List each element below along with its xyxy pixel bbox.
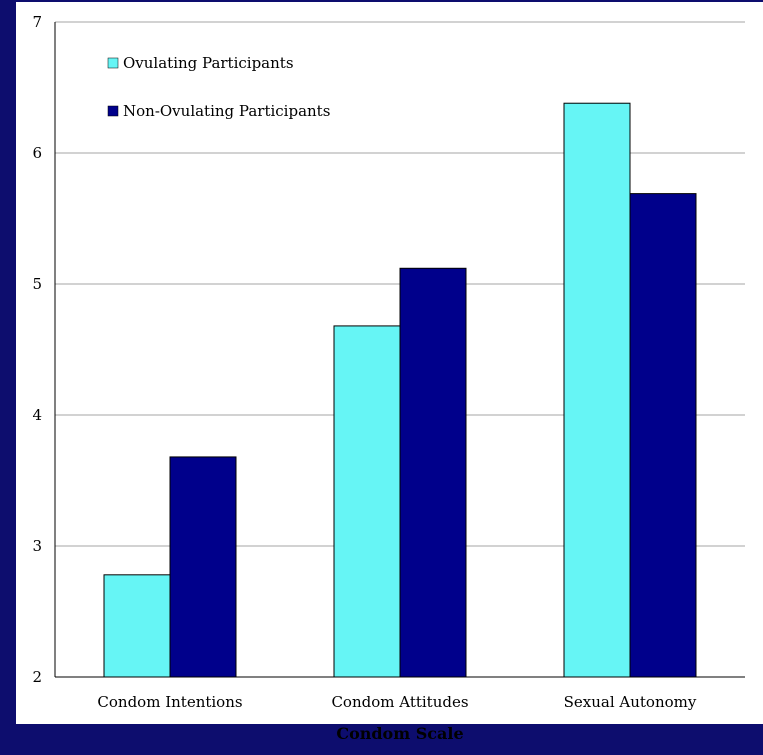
bar-non-ovulating [629,193,697,678]
y-tick-label: 3 [32,537,42,555]
bar-non-ovulating [169,456,237,678]
y-tick-label: 7 [32,13,42,31]
y-tick-label: 2 [32,668,42,686]
bar-ovulating [333,325,401,678]
x-category-label: Sexual Autonomy [564,693,697,711]
legend-swatch [107,105,119,117]
bar-non-ovulating [399,267,467,678]
legend-swatch [107,57,119,69]
x-category-label: Condom Intentions [97,693,242,711]
y-tick-label: 5 [32,275,42,293]
x-axis-title: Condom Scale [336,724,463,743]
y-tick-label: 6 [32,144,42,162]
legend-label: Non-Ovulating Participants [123,102,330,120]
x-category-label: Condom Attitudes [331,693,468,711]
legend-label: Ovulating Participants [123,54,294,72]
bar-ovulating [103,574,171,678]
x-axis-category-labels: Condom Intentions Condom Attitudes Sexual … [97,693,696,711]
legend: Ovulating Participants Non-Ovulating Part… [107,54,330,120]
y-axis-ticks: 2 3 4 5 6 7 [32,13,42,686]
y-tick-label: 4 [32,406,42,424]
bar-ovulating [563,102,631,678]
bars [103,102,697,678]
